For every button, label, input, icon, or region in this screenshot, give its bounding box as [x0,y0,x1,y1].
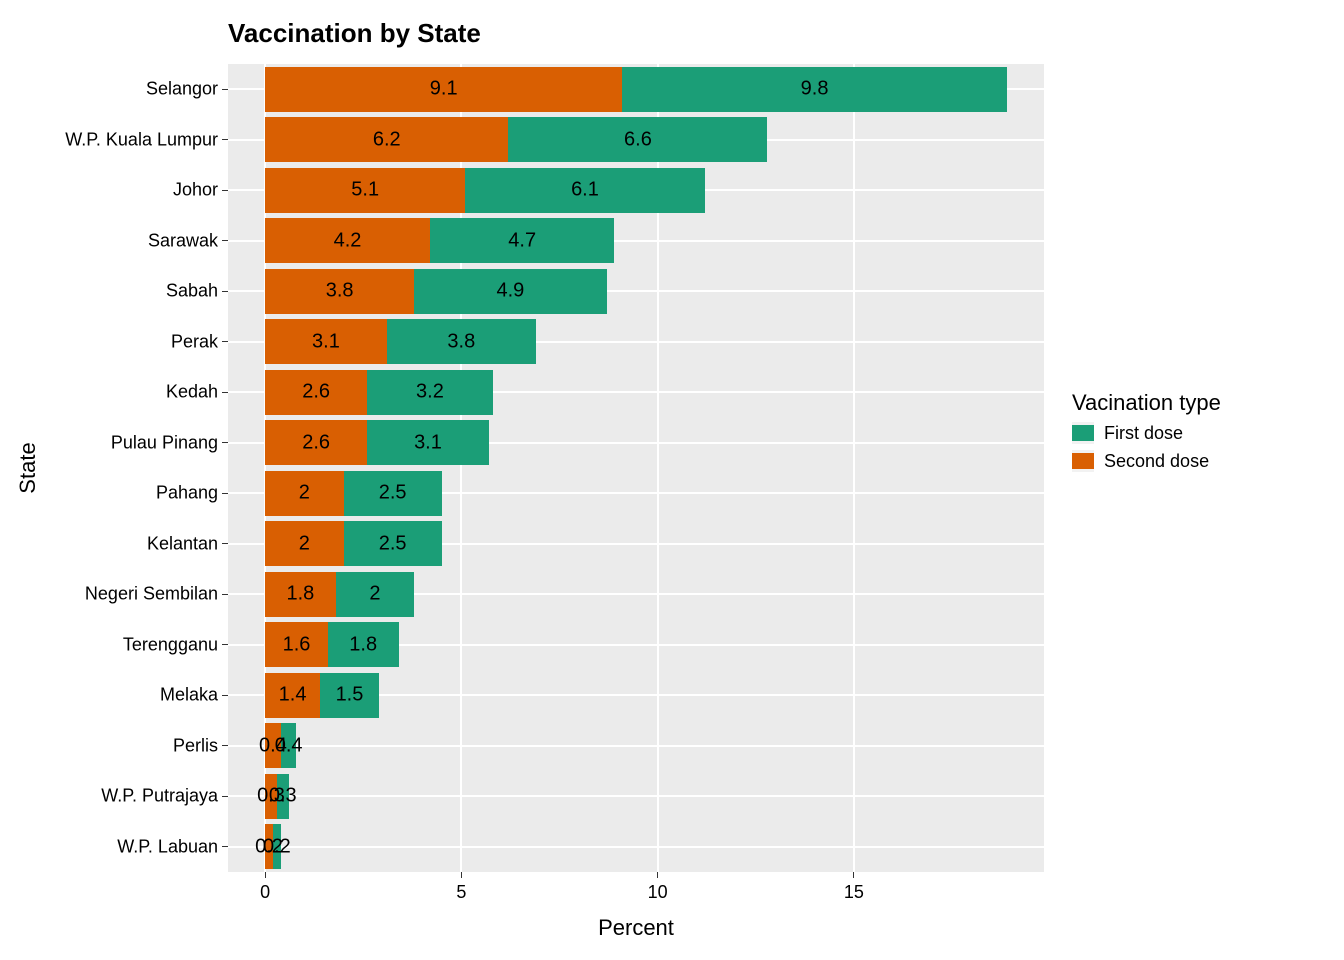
y-tick [222,442,228,443]
y-tick [222,644,228,645]
y-tick-label: Selangor [146,79,218,100]
y-tick [222,341,228,342]
y-tick-label: Terengganu [123,634,218,655]
bar-label-second-dose: 1.4 [279,684,307,707]
bar-label-second-dose: 4.2 [334,229,362,252]
grid-major-y [228,745,1044,747]
y-tick-label: Sabah [166,281,218,302]
grid-major-y [228,795,1044,797]
bar-label-first-dose: 2.5 [379,482,407,505]
legend-swatch [1072,422,1094,444]
y-tick-label: Sarawak [148,230,218,251]
y-tick [222,139,228,140]
bar-label-second-dose: 1.6 [283,633,311,656]
x-tick [657,872,658,878]
x-tick [265,872,266,878]
y-tick-label: Kedah [166,382,218,403]
x-tick [461,872,462,878]
bar-label-second-dose: 3.1 [312,330,340,353]
x-axis-title: Percent [598,915,674,941]
bar-label-first-dose: 3.2 [416,381,444,404]
y-tick [222,291,228,292]
x-tick [853,872,854,878]
bar-label-first-dose: 6.6 [624,128,652,151]
x-tick-label: 0 [260,882,270,903]
legend-swatch [1072,450,1094,472]
bar-label-second-dose: 2 [299,532,310,555]
bar-label-second-dose: 2 [299,482,310,505]
y-tick [222,493,228,494]
x-tick-label: 10 [648,882,668,903]
bar-label-first-dose: 1.8 [349,633,377,656]
grid-major-y [228,846,1044,848]
x-tick-label: 15 [844,882,864,903]
vaccination-chart: Vaccination by State 9.1 9.8 6.2 6.6 5.1 6.1 4… [0,0,1344,960]
bar-label-second-dose: 1.8 [287,583,315,606]
bar-label-first-dose: 4.7 [508,229,536,252]
bar-label-second-dose: 2.6 [302,381,330,404]
y-tick [222,846,228,847]
y-axis-title: State [15,442,41,493]
y-tick [222,796,228,797]
legend: Vacination type First dose Second dose [1072,390,1221,472]
x-tick-label: 5 [456,882,466,903]
y-tick-label: Kelantan [147,533,218,554]
y-tick-label: W.P. Kuala Lumpur [65,129,218,150]
y-tick-label: Negeri Sembilan [85,584,218,605]
y-tick-label: Perak [171,331,218,352]
bar-label-first-dose: 6.1 [571,179,599,202]
chart-title: Vaccination by State [228,18,481,49]
y-tick-label: W.P. Labuan [117,836,218,857]
y-tick [222,695,228,696]
y-tick [222,89,228,90]
bar-label-first-dose: 0.4 [275,734,303,757]
bar-label-second-dose: 2.6 [302,431,330,454]
y-tick [222,543,228,544]
y-tick [222,190,228,191]
bar-label-first-dose: 3.8 [447,330,475,353]
bar-label-first-dose: 0.2 [263,835,291,858]
y-tick-label: Pulau Pinang [111,432,218,453]
legend-item: First dose [1072,422,1221,444]
y-tick [222,745,228,746]
y-tick-label: Pahang [156,483,218,504]
y-tick-label: Melaka [160,685,218,706]
bar-label-second-dose: 6.2 [373,128,401,151]
y-tick [222,240,228,241]
y-tick-label: Johor [173,180,218,201]
legend-label: First dose [1104,423,1183,444]
bar-label-first-dose: 2 [369,583,380,606]
plot-panel: 9.1 9.8 6.2 6.6 5.1 6.1 4.2 4.7 3.8 4.9 3.1 3.8 2.6 3… [228,64,1044,872]
bar-label-second-dose: 3.8 [326,280,354,303]
bar-label-first-dose: 1.5 [336,684,364,707]
grid-major-x [853,64,855,872]
y-tick [222,392,228,393]
y-tick-label: Perlis [173,735,218,756]
legend-title: Vacination type [1072,390,1221,416]
y-tick [222,594,228,595]
bar-label-first-dose: 0.3 [269,785,297,808]
bar-label-first-dose: 4.9 [496,280,524,303]
bar-label-second-dose: 5.1 [351,179,379,202]
bar-label-first-dose: 3.1 [414,431,442,454]
legend-label: Second dose [1104,451,1209,472]
bar-label-second-dose: 9.1 [430,78,458,101]
y-tick-label: W.P. Putrajaya [101,786,218,807]
bar-label-first-dose: 2.5 [379,532,407,555]
legend-item: Second dose [1072,450,1221,472]
bar-label-first-dose: 9.8 [801,78,829,101]
